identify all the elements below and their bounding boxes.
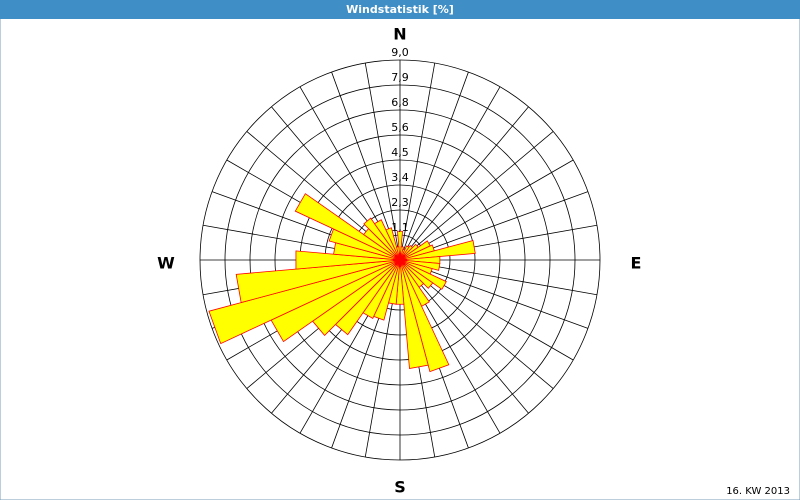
y-tick-label: 5,6 xyxy=(391,121,409,134)
grid-ring xyxy=(274,134,526,386)
y-tick-label: 2,3 xyxy=(391,196,409,209)
wind-sector xyxy=(294,193,401,261)
grid-ring xyxy=(199,59,601,461)
y-tick-label: 9,0 xyxy=(391,46,409,59)
y-tick-label: 1,1 xyxy=(391,221,409,234)
compass-label: N xyxy=(393,25,406,44)
chart-title: Windstatistik [%] xyxy=(346,3,454,16)
grid-ring xyxy=(224,84,576,436)
grid-ring xyxy=(249,109,551,411)
wind-sector xyxy=(397,230,403,261)
footnote: 16. KW 2013 xyxy=(726,486,790,497)
y-tick-label: 3,4 xyxy=(391,171,409,184)
center-mark xyxy=(394,254,401,261)
compass-label: W xyxy=(157,254,175,273)
compass-label: E xyxy=(631,254,642,273)
compass-label: S xyxy=(394,478,406,497)
y-tick-label: 7,9 xyxy=(391,71,409,84)
title-bar xyxy=(0,0,800,19)
wind-sector xyxy=(399,259,429,369)
wind-sector xyxy=(385,227,401,261)
y-tick-label: 4,5 xyxy=(391,146,409,159)
y-tick-label: 6,8 xyxy=(391,96,409,109)
